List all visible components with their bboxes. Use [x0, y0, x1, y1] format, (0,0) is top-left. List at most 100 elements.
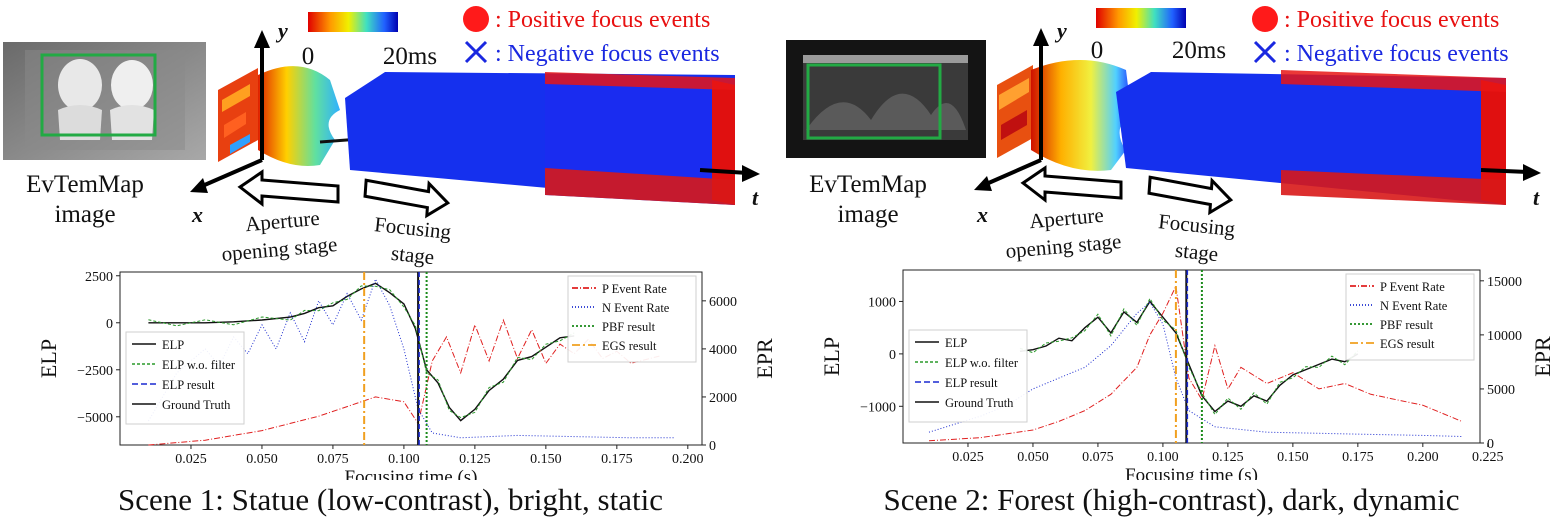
legend-left-entry: ELP result: [945, 376, 998, 390]
series-n-event-rate: [928, 301, 1462, 437]
series-p-event-rate: [928, 284, 1462, 442]
negative-event-marker: [464, 40, 488, 64]
x-tick-label: 0.150: [530, 452, 562, 467]
x-tick-label: 0.125: [1212, 450, 1244, 465]
scene-2-caption: Scene 2: Forest (high-contrast), dark, d…: [883, 482, 1460, 517]
x-tick-label: 0.075: [1082, 450, 1114, 465]
y-right-tick-label: 15000: [1487, 275, 1522, 290]
scene-1-figure: EvTemMap image: [3, 6, 777, 488]
y-right-tick-label: 0: [1487, 437, 1494, 452]
x-tick-label: 0.225: [1472, 450, 1504, 465]
elp-epr-chart-scene-1: 0.025 0.050 0.075 0.100 0.125 0.150 0.175 0.200…: [36, 270, 777, 488]
focusing-stage-label-2: stage: [1174, 238, 1219, 266]
focusing-stage-arrow: [363, 178, 451, 219]
event-cloud-focusing: [345, 72, 735, 205]
aperture-stage-label-1: Aperture: [244, 206, 320, 236]
legend-right-entry: N Event Rate: [602, 301, 670, 315]
legend-right-entry: P Event Rate: [602, 282, 667, 296]
x-tick-label: 0.175: [1342, 450, 1374, 465]
scene-1-panel: EvTemMap image: [3, 6, 777, 517]
legend-right-entry: EGS result: [602, 339, 657, 353]
x-tick-label: 0.150: [1277, 450, 1309, 465]
y-left-tick-label: 2500: [85, 270, 113, 285]
focusing-stage-label-1: Focusing: [1157, 209, 1237, 241]
legend-left-entry: ELP w.o. filter: [945, 356, 1019, 370]
y-axis-label: y: [1054, 18, 1067, 43]
evtemmap-plane: [218, 68, 258, 162]
evtemmap-plane: [997, 65, 1033, 158]
series-p-event-rate: [148, 318, 660, 446]
colorbar: [1096, 8, 1186, 28]
t-axis-label: t: [752, 185, 759, 210]
x-tick-label: 0.200: [1407, 450, 1439, 465]
x-tick-label: 0.175: [601, 452, 633, 467]
t-axis-label: t: [1533, 185, 1540, 210]
positive-event-marker: [463, 6, 489, 32]
x-tick-label: 0.100: [388, 452, 420, 467]
aperture-stage-arrow: [237, 169, 340, 208]
evtemmap-label-line1: EvTemMap: [809, 171, 927, 198]
y-left-axis-label: ELP: [36, 339, 61, 378]
event-cloud-aperture: [1031, 60, 1131, 171]
x-tick-label: 0.025: [952, 450, 984, 465]
y-right-tick-label: 2000: [709, 391, 737, 406]
y-right-axis-label: EPR: [1530, 336, 1555, 377]
x-tick-label: 0.050: [246, 452, 278, 467]
focusing-stage-label-2: stage: [390, 241, 435, 269]
series-elp: [1019, 300, 1359, 413]
evtemmap-label-line1: EvTemMap: [26, 171, 144, 198]
scene-2-figure: EvTemMap image y x t: [786, 6, 1555, 486]
negative-event-legend: : Negative focus events: [495, 41, 720, 67]
evtemmap-thumbnail: [3, 42, 206, 160]
legend-right-entry: PBF result: [602, 320, 656, 334]
aperture-stage-arrow: [1020, 165, 1123, 204]
colorbar-min-label: 0: [1091, 37, 1104, 64]
colorbar-max-label: 20ms: [383, 43, 437, 70]
legend-right-entry: PBF result: [1380, 318, 1434, 332]
y-axis-label: y: [275, 18, 288, 43]
x-tick-label: 0.200: [672, 452, 704, 467]
event-cloud-aperture: [258, 66, 361, 166]
colorbar: [308, 12, 398, 32]
aperture-stage-label-2: opening stage: [221, 232, 339, 266]
y-right-axis-label: EPR: [752, 338, 777, 379]
axes-3d: [974, 28, 1541, 191]
x-axis-label: x: [191, 202, 203, 227]
series-elp-wo-filter: [1019, 297, 1359, 416]
y-left-tick-label: 0: [106, 317, 113, 332]
y-left-tick-label: −1000: [860, 400, 896, 415]
legend-left-entry: Ground Truth: [162, 398, 231, 412]
legend-left-box: [908, 329, 1028, 423]
scene-2-panel: EvTemMap image y x t: [781, 0, 1562, 523]
focus-roi-box: [40, 53, 157, 137]
y-left-tick-label: 0: [889, 348, 896, 363]
focus-roi-box: [806, 63, 942, 140]
evtemmap-label-line2: image: [54, 201, 115, 228]
x-tick-label: 0.050: [1017, 450, 1049, 465]
series-elp: [148, 282, 575, 422]
scene-1-caption: Scene 1: Statue (low-contrast), bright, …: [118, 482, 663, 517]
y-right-tick-label: 6000: [709, 295, 737, 310]
focusing-stage-label-1: Focusing: [373, 212, 453, 244]
negative-event-marker: [1253, 40, 1277, 64]
aperture-stage-label-1: Aperture: [1028, 203, 1104, 233]
legend-left-entry: ELP result: [162, 378, 215, 392]
legend-right-entry: P Event Rate: [1380, 280, 1445, 294]
legend-left-entry: ELP: [162, 338, 184, 352]
legend-right-box: [567, 275, 697, 363]
x-tick-label: 0.025: [175, 452, 207, 467]
y-left-tick-label: −5000: [77, 411, 113, 426]
elp-epr-chart-scene-2: 0.025 0.050 0.075 0.100 0.125 0.150 0.175 0.200…: [819, 269, 1555, 486]
legend-right-box: [1345, 273, 1475, 361]
colorbar-max-label: 20ms: [1172, 37, 1226, 64]
y-right-tick-label: 4000: [709, 343, 737, 358]
positive-event-legend: : Positive focus events: [1284, 7, 1499, 33]
axes-3d: [190, 30, 760, 193]
negative-event-legend: : Negative focus events: [1284, 41, 1509, 67]
y-right-tick-label: 5000: [1487, 383, 1515, 398]
colorbar-min-label: 0: [302, 43, 315, 70]
x-tick-label: 0.125: [459, 452, 491, 467]
x-tick-label: 0.075: [317, 452, 349, 467]
y-left-tick-label: 1000: [868, 295, 896, 310]
x-axis-label: Focusing time (s): [345, 467, 478, 480]
